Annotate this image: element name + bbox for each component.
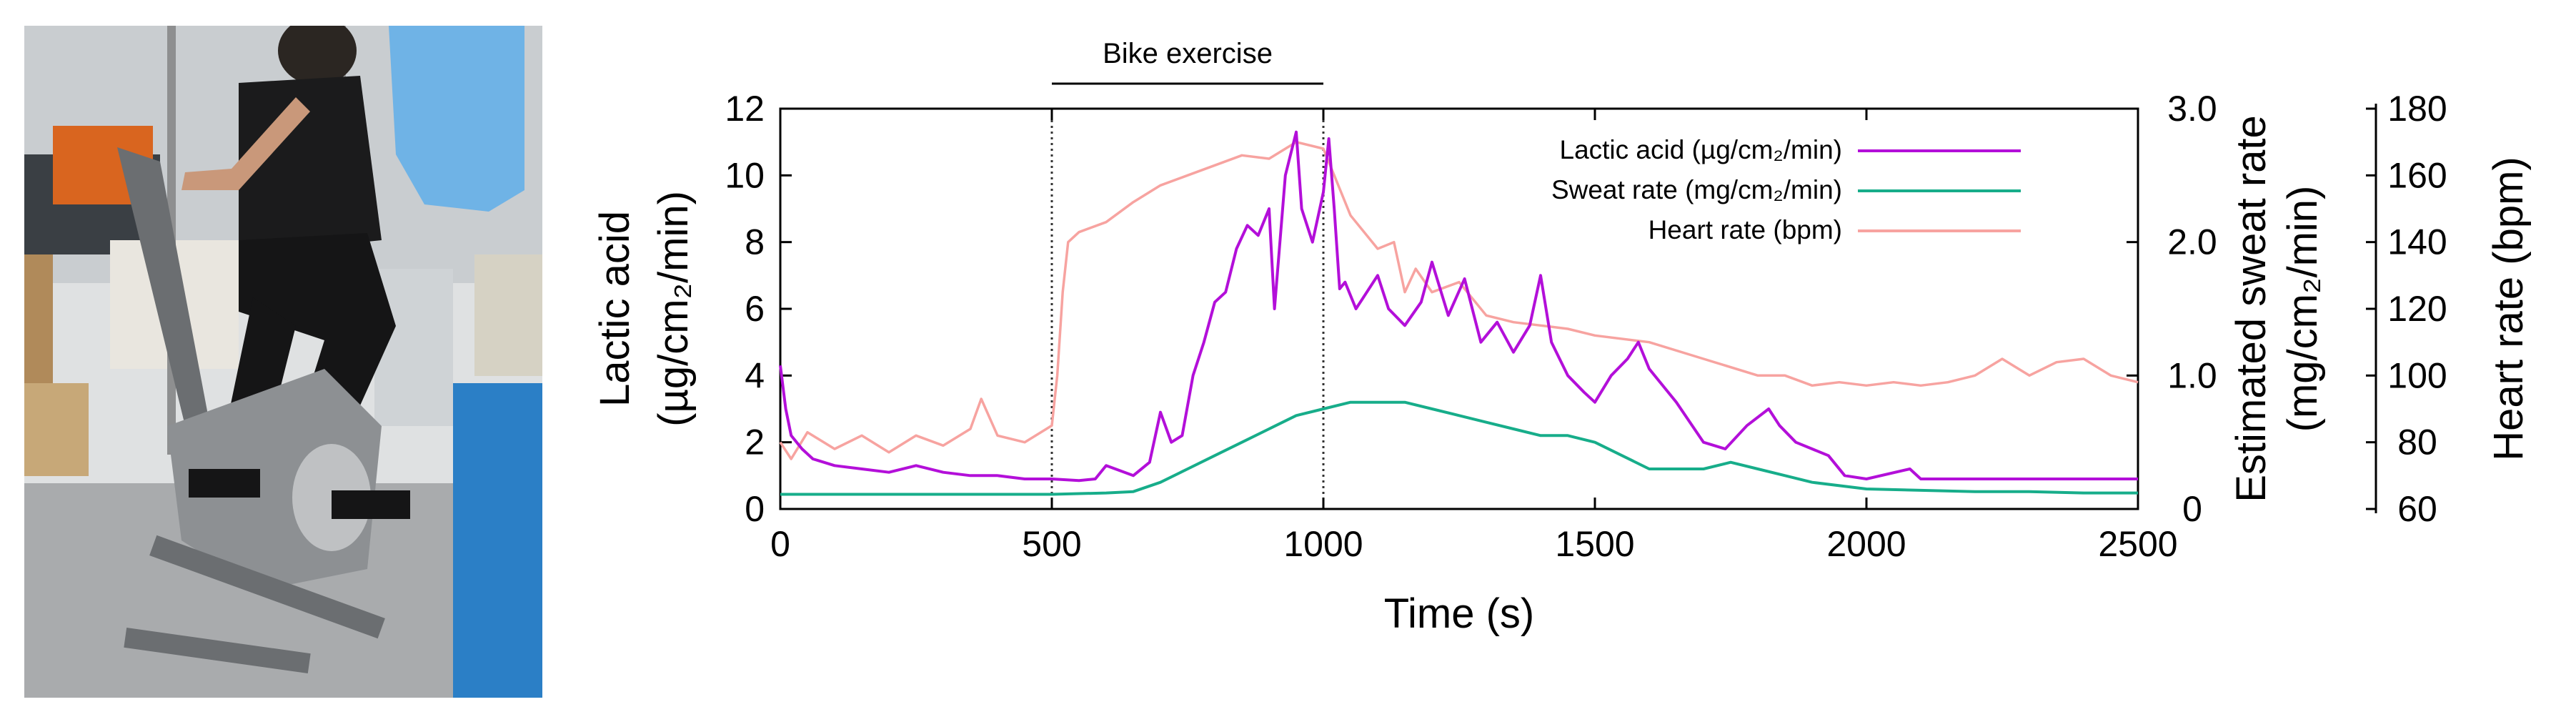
y-right2-tick-label: 100 [2387,355,2447,395]
series-sweat-rate-line [780,400,2138,496]
x-tick-label: 1000 [1283,524,1363,564]
series-heart-rate-line [779,140,2139,460]
y-right2-tick-label: 160 [2387,155,2447,195]
plot-frame [779,107,2139,510]
y-right1-axis-ticks: 0 1.0 2.0 3.0 [2127,89,2217,529]
legend-label-heart: Heart rate (bpm) [1648,215,1842,244]
annotation-text: Bike exercise [1103,38,1273,69]
lab-coat-shape [389,26,524,212]
x-tick-label: 500 [1022,524,1081,564]
x-axis-label: Time (s) [1384,590,1534,637]
x-tick-label: 2500 [2098,524,2177,564]
person-shirt [239,76,382,254]
legend-label-lactic: Lactic acid (µg/cm₂/min) [1560,135,1843,164]
y-right1-axis-label-line1: Estimated sweat rate [2228,115,2274,503]
series-lactic-acid-line [779,130,2138,483]
y-right2-tick-label: 140 [2387,222,2447,262]
y-left-axis-label-line1: Lactic acid [592,211,638,407]
x-tick-label: 2000 [1826,524,1906,564]
y-right2-axis-label: Heart rate (bpm) [2485,157,2532,460]
y-right2-axis-ticks: 60 80 100 120 140 160 180 [2366,89,2447,529]
y-right1-axis-label-line2: (mg/cm₂/min) [2279,186,2326,432]
y-left-axis-label-line2: (µg/cm₂/min) [650,191,697,427]
y-left-tick-label: 6 [745,289,765,329]
y-right1-tick-label: 0 [2182,489,2202,529]
y-right1-tick-label: 1.0 [2167,355,2217,395]
y-left-tick-label: 0 [745,489,765,529]
x-tick-label: 1500 [1555,524,1634,564]
y-left-tick-label: 2 [745,422,765,463]
exercise-bike-photo [24,26,542,698]
y-right1-tick-label: 3.0 [2167,89,2217,129]
y-left-tick-label: 4 [745,355,765,395]
y-right2-tick-label: 180 [2387,89,2447,129]
exercise-bike-illustration [24,26,542,698]
legend-label-sweat: Sweat rate (mg/cm₂/min) [1551,175,1842,204]
legend: Lactic acid (µg/cm₂/min) Sweat rate (mg/… [1551,135,2021,244]
y-right1-tick-label: 2.0 [2167,222,2217,262]
y-left-tick-label: 8 [745,222,765,262]
x-axis-ticks: 0 500 1000 1500 2000 2500 [770,109,2178,564]
y-left-tick-label: 12 [725,89,765,129]
y-left-tick-label: 10 [725,155,765,195]
x-tick-label: 0 [770,524,790,564]
y-left-axis-ticks: 0 2 4 6 8 10 12 [725,89,792,529]
y-right2-tick-label: 80 [2397,422,2437,463]
bike-handle-post [117,147,210,440]
y-right2-tick-label: 60 [2397,489,2437,529]
y-right2-tick-label: 120 [2387,289,2447,329]
